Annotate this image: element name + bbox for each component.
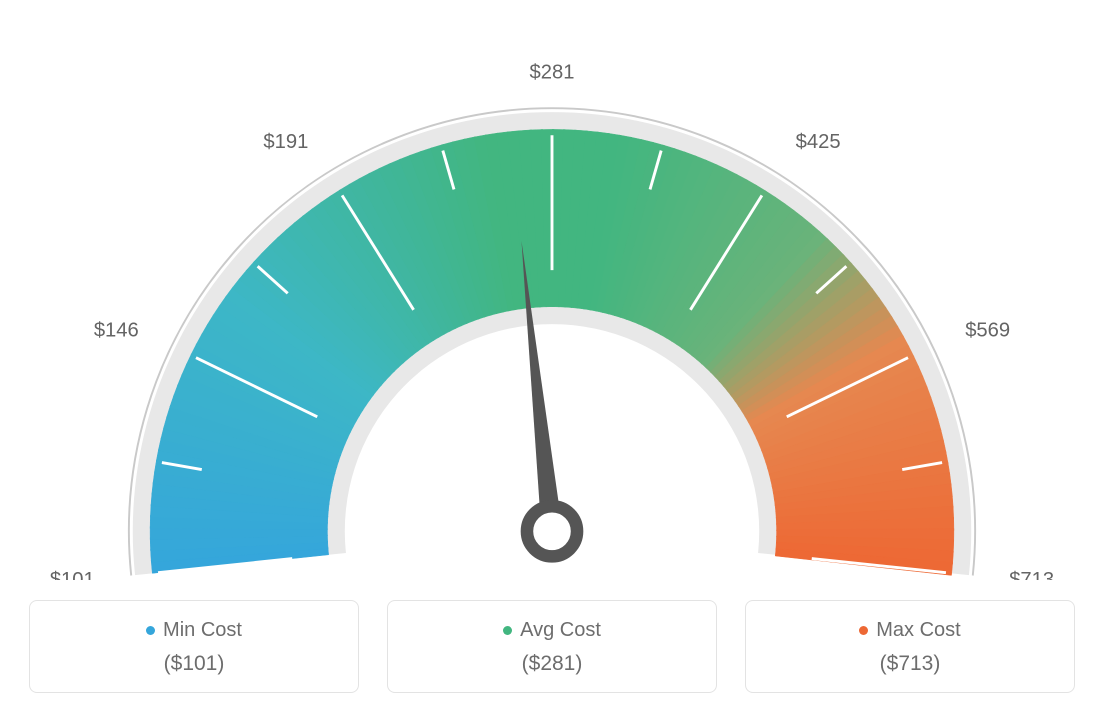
avg-cost-card: Avg Cost ($281) [387, 600, 717, 693]
avg-bullet-icon [503, 626, 512, 635]
svg-text:$101: $101 [50, 569, 95, 580]
avg-cost-label: Avg Cost [520, 619, 601, 642]
max-cost-label-row: Max Cost [859, 619, 960, 642]
avg-cost-value: ($281) [404, 652, 700, 676]
min-cost-card: Min Cost ($101) [29, 600, 359, 693]
min-cost-label-row: Min Cost [146, 619, 242, 642]
svg-text:$146: $146 [94, 320, 139, 342]
svg-text:$191: $191 [263, 131, 308, 153]
svg-text:$425: $425 [796, 131, 841, 153]
min-bullet-icon [146, 626, 155, 635]
min-cost-value: ($101) [46, 652, 342, 676]
min-cost-label: Min Cost [163, 619, 242, 642]
svg-text:$569: $569 [965, 320, 1010, 342]
max-bullet-icon [859, 626, 868, 635]
gauge-chart: $101 $146 $191 $281 $425 $569 $713 Min Cost ($… [20, 20, 1084, 693]
max-cost-value: ($713) [762, 652, 1058, 676]
gauge-svg: $101 $146 $191 $281 $425 $569 $713 [20, 20, 1084, 580]
svg-text:$281: $281 [530, 61, 575, 83]
svg-text:$713: $713 [1009, 569, 1054, 580]
max-cost-label: Max Cost [876, 619, 960, 642]
avg-cost-label-row: Avg Cost [503, 619, 601, 642]
cost-cards-row: Min Cost ($101) Avg Cost ($281) Max Cost… [20, 600, 1084, 693]
max-cost-card: Max Cost ($713) [745, 600, 1075, 693]
